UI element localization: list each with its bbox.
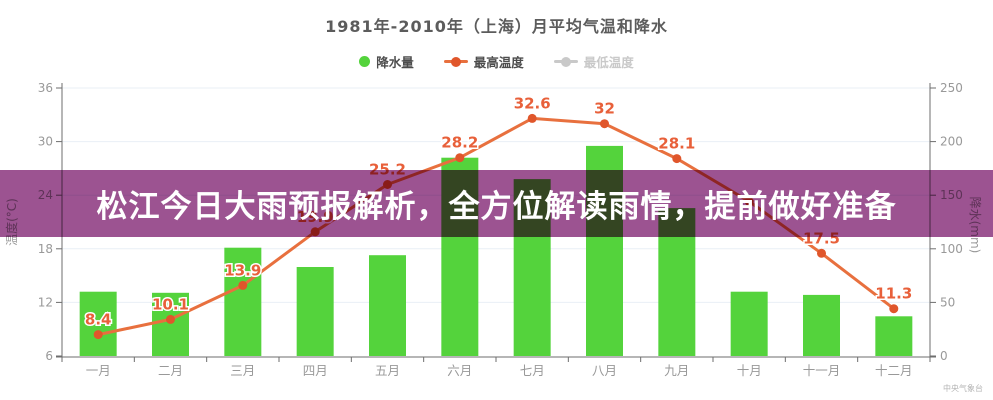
precipitation-bar[interactable] [730, 291, 768, 356]
precipitation-bar[interactable] [79, 291, 117, 356]
legend-label-min-temperature: 最低温度 [583, 55, 634, 70]
precipitation-bar[interactable] [296, 267, 334, 356]
legend-item-max-temperature[interactable]: 最高温度 [443, 52, 524, 71]
max-temperature-point[interactable] [166, 314, 175, 324]
max-temperature-point[interactable] [455, 153, 465, 163]
left-axis-tick-label: 12 [38, 295, 53, 309]
legend-item-precipitation[interactable]: 降水量 [359, 52, 414, 71]
max-temperature-point[interactable] [817, 248, 826, 258]
chart-legend: 降水量 最高温度 最低温度 [0, 52, 993, 71]
temperature-value-label: 28.1 [658, 135, 695, 153]
temperature-value-label: 8.4 [85, 311, 112, 329]
temperature-value-label: 32 [594, 100, 615, 118]
precipitation-bar[interactable] [803, 294, 840, 356]
x-axis-month-label: 二月 [158, 363, 183, 378]
max-temperature-point[interactable] [600, 119, 609, 129]
temperature-value-label: 28.2 [441, 134, 478, 152]
max-temperature-point[interactable] [672, 154, 682, 164]
x-axis-month-label: 四月 [303, 363, 328, 378]
max-temperature-line-icon [443, 56, 468, 67]
temperature-value-label: 11.3 [875, 285, 912, 303]
news-banner-headline: 松江今日大雨预报解析，全方位解读雨情，提前做好准备 [96, 189, 897, 225]
x-axis-month-label: 六月 [447, 363, 472, 378]
legend-item-min-temperature[interactable]: 最低温度 [553, 52, 634, 71]
x-axis-month-label: 七月 [520, 363, 545, 378]
right-axis-tick-label: 200 [940, 135, 963, 149]
x-axis-month-label: 三月 [230, 363, 255, 378]
left-axis-tick-label: 6 [45, 349, 53, 363]
x-axis-month-label: 九月 [664, 363, 689, 378]
left-axis-tick-label: 36 [38, 81, 53, 95]
precipitation-bar[interactable] [152, 292, 189, 356]
right-axis-tick-label: 100 [940, 242, 963, 256]
x-axis-month-label: 十一月 [803, 363, 841, 378]
x-axis-month-label: 五月 [375, 363, 400, 378]
max-temperature-point[interactable] [93, 330, 103, 340]
left-axis-tick-label: 18 [38, 242, 53, 256]
temperature-value-label: 10.1 [152, 295, 189, 313]
x-axis-month-label: 十月 [737, 363, 762, 378]
min-temperature-line-icon [553, 56, 578, 67]
legend-label-precipitation: 降水量 [376, 55, 414, 70]
legend-label-max-temperature: 最高温度 [473, 55, 524, 70]
precipitation-bar[interactable] [875, 316, 913, 356]
temperature-value-label: 13.9 [224, 261, 261, 279]
watermark-source: 中央气象台 [943, 384, 983, 393]
precipitation-bar[interactable] [369, 255, 406, 356]
x-axis-month-label: 十二月 [875, 363, 913, 378]
x-axis-month-label: 一月 [86, 363, 111, 378]
right-axis-tick-label: 50 [940, 295, 955, 309]
max-temperature-point[interactable] [238, 280, 248, 290]
temperature-value-label: 32.6 [514, 94, 551, 112]
right-axis-tick-label: 250 [940, 81, 963, 95]
x-axis-month-label: 八月 [592, 363, 617, 378]
precipitation-bar[interactable] [224, 247, 262, 356]
max-temperature-point[interactable] [889, 304, 899, 314]
precipitation-dot-icon [359, 56, 371, 67]
news-banner-background [0, 170, 993, 237]
right-axis-tick-label: 0 [940, 349, 948, 363]
max-temperature-point[interactable] [527, 113, 537, 123]
left-axis-tick-label: 30 [38, 135, 53, 149]
chart-title: 1981年-2010年（上海）月平均气温和降水 [325, 17, 668, 36]
